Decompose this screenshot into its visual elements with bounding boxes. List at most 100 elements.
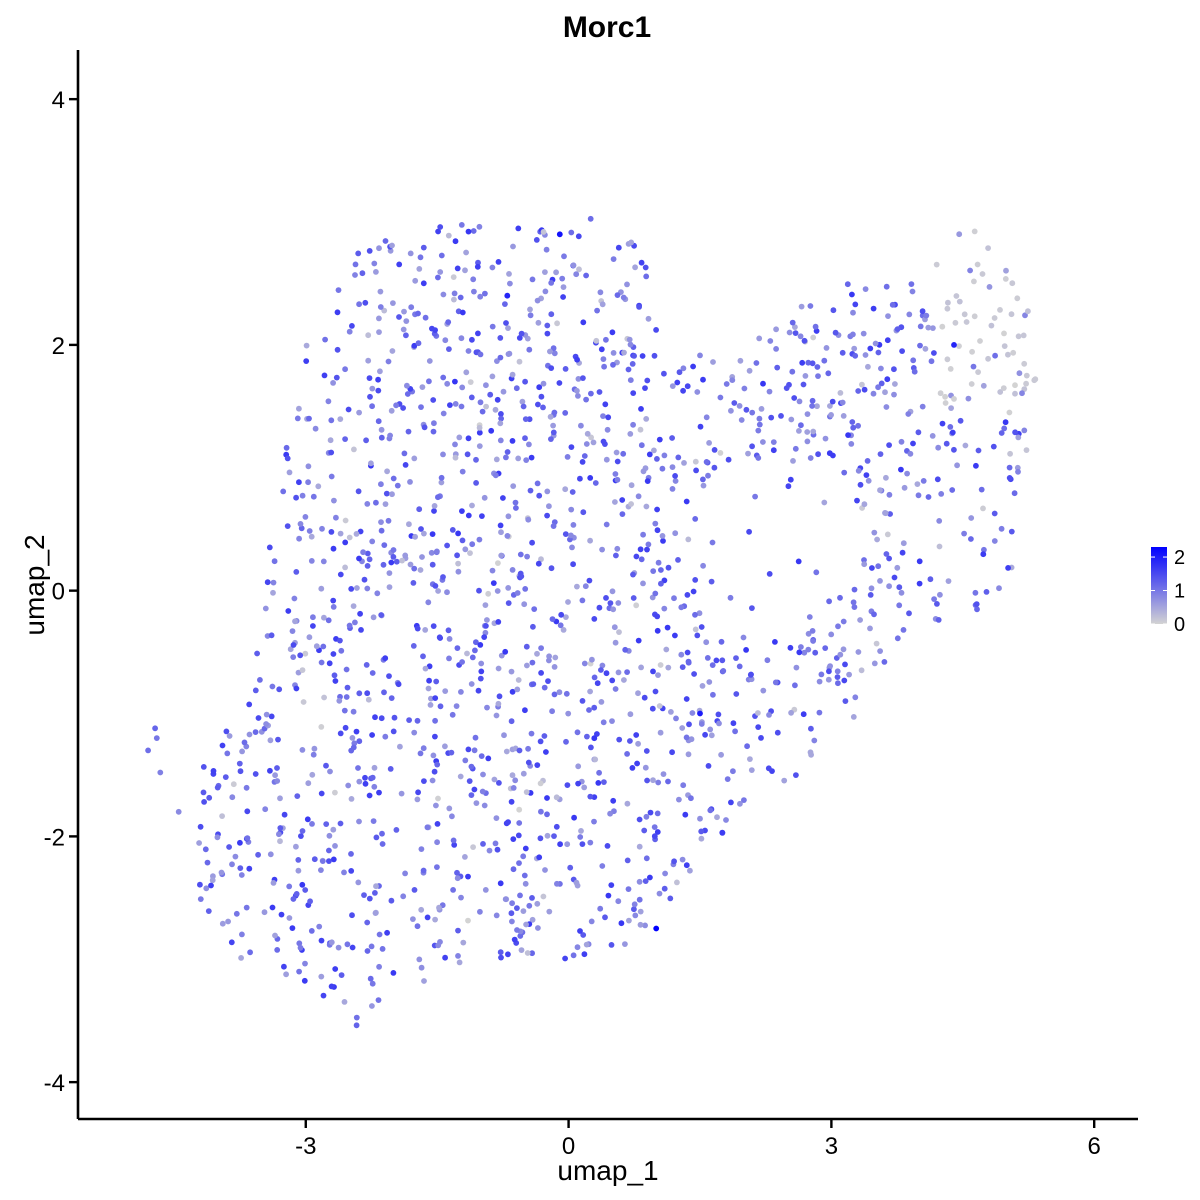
cell-point [369,670,376,676]
cell-point [684,592,691,598]
cell-point [643,855,650,862]
cell-point [497,522,504,529]
cell-point [710,691,716,698]
cell-point [614,476,621,483]
cell-point [289,628,296,634]
cell-point [209,877,216,884]
cell-point [356,690,363,697]
cell-point [489,567,496,574]
cell-point [990,443,997,450]
cell-point [807,455,814,461]
cell-point [636,878,643,885]
cell-point [563,738,569,745]
cell-point [839,349,846,356]
cell-point [594,731,600,737]
cell-point [376,315,382,322]
cell-point [348,796,355,802]
cell-point [621,677,627,683]
cell-point [175,808,182,815]
cell-point [540,893,547,900]
cell-point [804,438,811,445]
cell-point [911,368,918,375]
x-tick-label: -3 [295,1133,316,1160]
cell-point [875,563,882,570]
cell-point [587,688,593,695]
cell-point [992,352,998,359]
cell-point [898,466,904,473]
cell-point [328,473,335,480]
cell-point [448,749,455,756]
cell-point [455,927,461,934]
cell-point [807,749,814,756]
cell-point [286,883,293,890]
cell-point [885,313,891,319]
cell-point [488,427,495,434]
cell-point [834,674,841,680]
cell-point [715,711,722,718]
cell-point [656,436,663,443]
cell-point [342,539,349,546]
cell-point [494,588,501,594]
cell-point [353,531,360,537]
cell-point [766,712,772,718]
cell-point [286,915,293,921]
cell-point [620,450,627,457]
cell-point [746,528,752,535]
cell-point [544,795,550,801]
cell-point [462,757,469,764]
cell-point [420,745,427,752]
cell-point [698,721,705,727]
cell-point [684,649,691,656]
cell-point [575,763,582,770]
cell-point [931,596,937,602]
cell-point [587,215,594,222]
cell-point [550,523,557,529]
cell-point [800,711,807,718]
cell-point [755,455,762,461]
cell-point [432,733,438,740]
cell-point [792,324,798,330]
cell-point [662,870,668,877]
cell-point [568,444,575,450]
cell-point [468,792,475,798]
cell-point [694,389,701,395]
cell-point [492,840,499,847]
cell-point [432,717,438,724]
cell-point [407,561,414,568]
cell-point [440,451,446,458]
cell-point [920,478,927,484]
cell-point [388,559,395,566]
cell-point [351,446,357,453]
cell-point [361,576,368,583]
cell-point [459,384,466,391]
cell-point [396,261,403,268]
cell-point [981,546,987,553]
cell-point [859,381,865,388]
cell-point [807,303,814,309]
cell-point [542,867,548,873]
cell-point [362,299,369,306]
cell-point [685,751,692,758]
cell-point [747,672,754,678]
cell-point [786,329,793,336]
cell-point [737,357,744,364]
cell-point [454,645,461,651]
cell-point [364,948,371,954]
cell-point [922,345,929,352]
cell-point [974,261,981,268]
cell-point [600,438,607,445]
cell-point [659,533,666,539]
cell-point [654,810,661,817]
cell-point [570,952,577,959]
cell-point [850,309,856,316]
cell-point [943,440,950,447]
cell-point [509,371,516,378]
cell-point [373,883,379,890]
cell-point [1007,450,1013,457]
cell-point [435,274,441,281]
cell-point [452,378,458,385]
cell-point [414,717,421,724]
cell-point [581,453,588,459]
cell-point [522,845,529,852]
cell-point [1001,330,1007,337]
